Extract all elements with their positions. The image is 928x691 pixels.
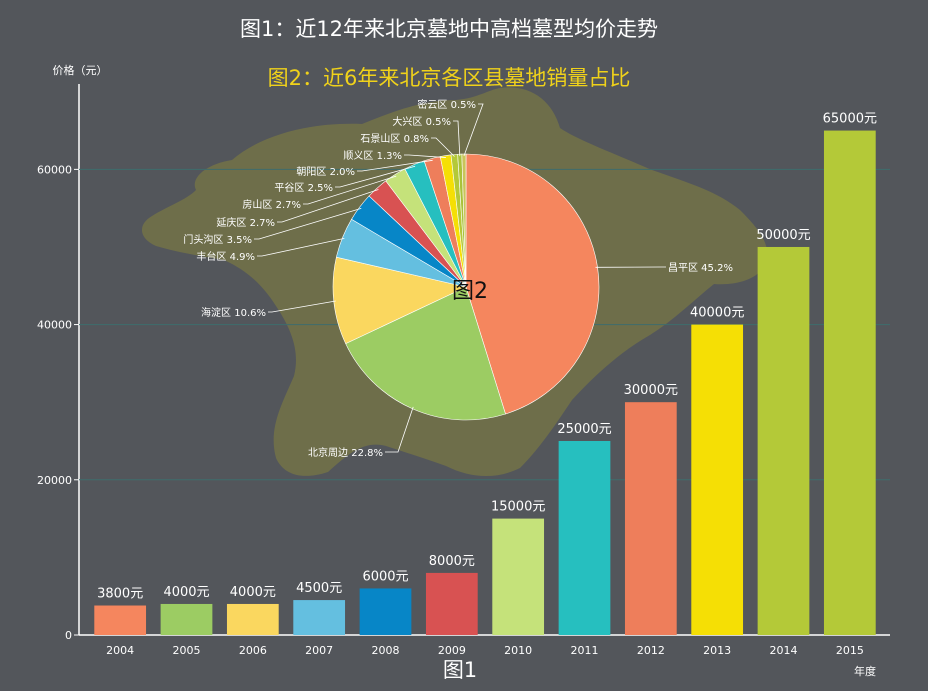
pie-leader-line [335, 165, 416, 188]
pie-slice-label: 大兴区 0.5% [392, 115, 451, 128]
x-tick-label: 2007 [305, 644, 333, 657]
pie-slice-label: 丰台区 4.9% [196, 250, 255, 263]
pie-leader-line [431, 137, 455, 157]
bar-data-label: 50000元 [756, 228, 810, 243]
bar-chart-caption: 图1 [443, 658, 477, 682]
pie-leader-line [404, 154, 446, 158]
x-tick-label: 2005 [173, 644, 201, 657]
pie-leader-line [277, 189, 379, 223]
pie-slice-label: 房山区 2.7% [242, 198, 301, 211]
x-tick-label: 2011 [571, 644, 599, 657]
pie-slice-label: 顺义区 1.3% [343, 150, 402, 162]
bar-data-label: 25000元 [557, 422, 611, 437]
bar-data-label: 4000元 [230, 585, 276, 600]
bars-layer: 3800元 2004 4000元 2005 4000元 2006 4500元 2007 6000… [94, 112, 877, 657]
x-tick-label: 2010 [504, 644, 532, 657]
x-tick-label: 2014 [770, 644, 798, 657]
pie-layer: 昌平区 45.2% 北京周边 22.8% 海淀区 10.6% 丰台区 4.9% 门头沟区… [183, 98, 733, 459]
x-tick-label: 2004 [106, 644, 134, 657]
bar-2014 [757, 246, 810, 635]
pie-slice-label: 石景山区 0.8% [360, 133, 429, 145]
pie-slice-label: 平谷区 2.5% [274, 182, 333, 194]
bar-2004 [94, 605, 147, 635]
bar-data-label: 40000元 [690, 306, 744, 321]
bar-2012 [624, 402, 677, 635]
pie-slice-label: 密云区 0.5% [417, 98, 476, 111]
x-axis-label: 年度 [854, 664, 876, 678]
x-tick-label: 2009 [438, 644, 466, 657]
bar-2010 [492, 518, 545, 635]
pie-slice [461, 153, 467, 288]
pie-leader-line [463, 103, 484, 157]
pie-title: 图2：近6年来北京各区县墓地销量占比 [268, 66, 631, 90]
pie-leader-line [357, 159, 433, 172]
bar-data-label: 4500元 [296, 581, 342, 596]
pie-leader-line [385, 406, 414, 453]
y-axis-label: 价格（元） [53, 63, 108, 77]
bar-data-label: 6000元 [362, 569, 408, 584]
pie-leader-line [257, 238, 345, 257]
bar-2013 [691, 324, 744, 635]
bar-2011 [558, 440, 611, 635]
pie-leader-line [268, 300, 336, 313]
x-tick-label: 2006 [239, 644, 267, 657]
pie-leader-line [453, 120, 461, 157]
bar-data-label: 15000元 [491, 500, 545, 515]
bar-data-label: 65000元 [823, 112, 877, 127]
x-tick-label: 2013 [703, 644, 731, 657]
y-tick-label: 0 [65, 629, 72, 642]
pie-slice-label: 朝阳区 2.0% [296, 166, 355, 178]
x-tick-label: 2015 [836, 644, 864, 657]
bar-data-label: 30000元 [624, 383, 678, 398]
pie-leader-line [254, 207, 362, 240]
bar-2007 [293, 600, 346, 635]
bar-data-label: 3800元 [97, 587, 143, 602]
pie-slice-label: 北京周边 22.8% [308, 446, 383, 459]
y-tick-label: 40000 [37, 319, 72, 332]
chart-title: 图1：近12年来北京墓地中高档墓型均价走势 [240, 17, 658, 41]
x-tick-label: 2012 [637, 644, 665, 657]
pie-slice-label: 昌平区 45.2% [668, 262, 733, 274]
pie-slice-label: 海淀区 10.6% [201, 306, 266, 319]
bar-2008 [359, 588, 412, 635]
pie-slice-label: 门头沟区 3.5% [183, 233, 252, 246]
x-tick-label: 2008 [372, 644, 400, 657]
y-tick-label: 60000 [37, 163, 72, 176]
pie-chart-caption: 图2 [452, 279, 488, 304]
bar-2005 [160, 603, 213, 635]
bar-data-label: 8000元 [429, 554, 475, 569]
pie-leader-line [303, 175, 397, 205]
bar-2009 [425, 572, 478, 635]
y-tick-label: 20000 [37, 474, 72, 487]
bar-2015 [823, 130, 876, 635]
bar-2006 [226, 603, 279, 635]
pie-slice-label: 延庆区 2.7% [216, 216, 275, 229]
bar-data-label: 4000元 [163, 585, 209, 600]
